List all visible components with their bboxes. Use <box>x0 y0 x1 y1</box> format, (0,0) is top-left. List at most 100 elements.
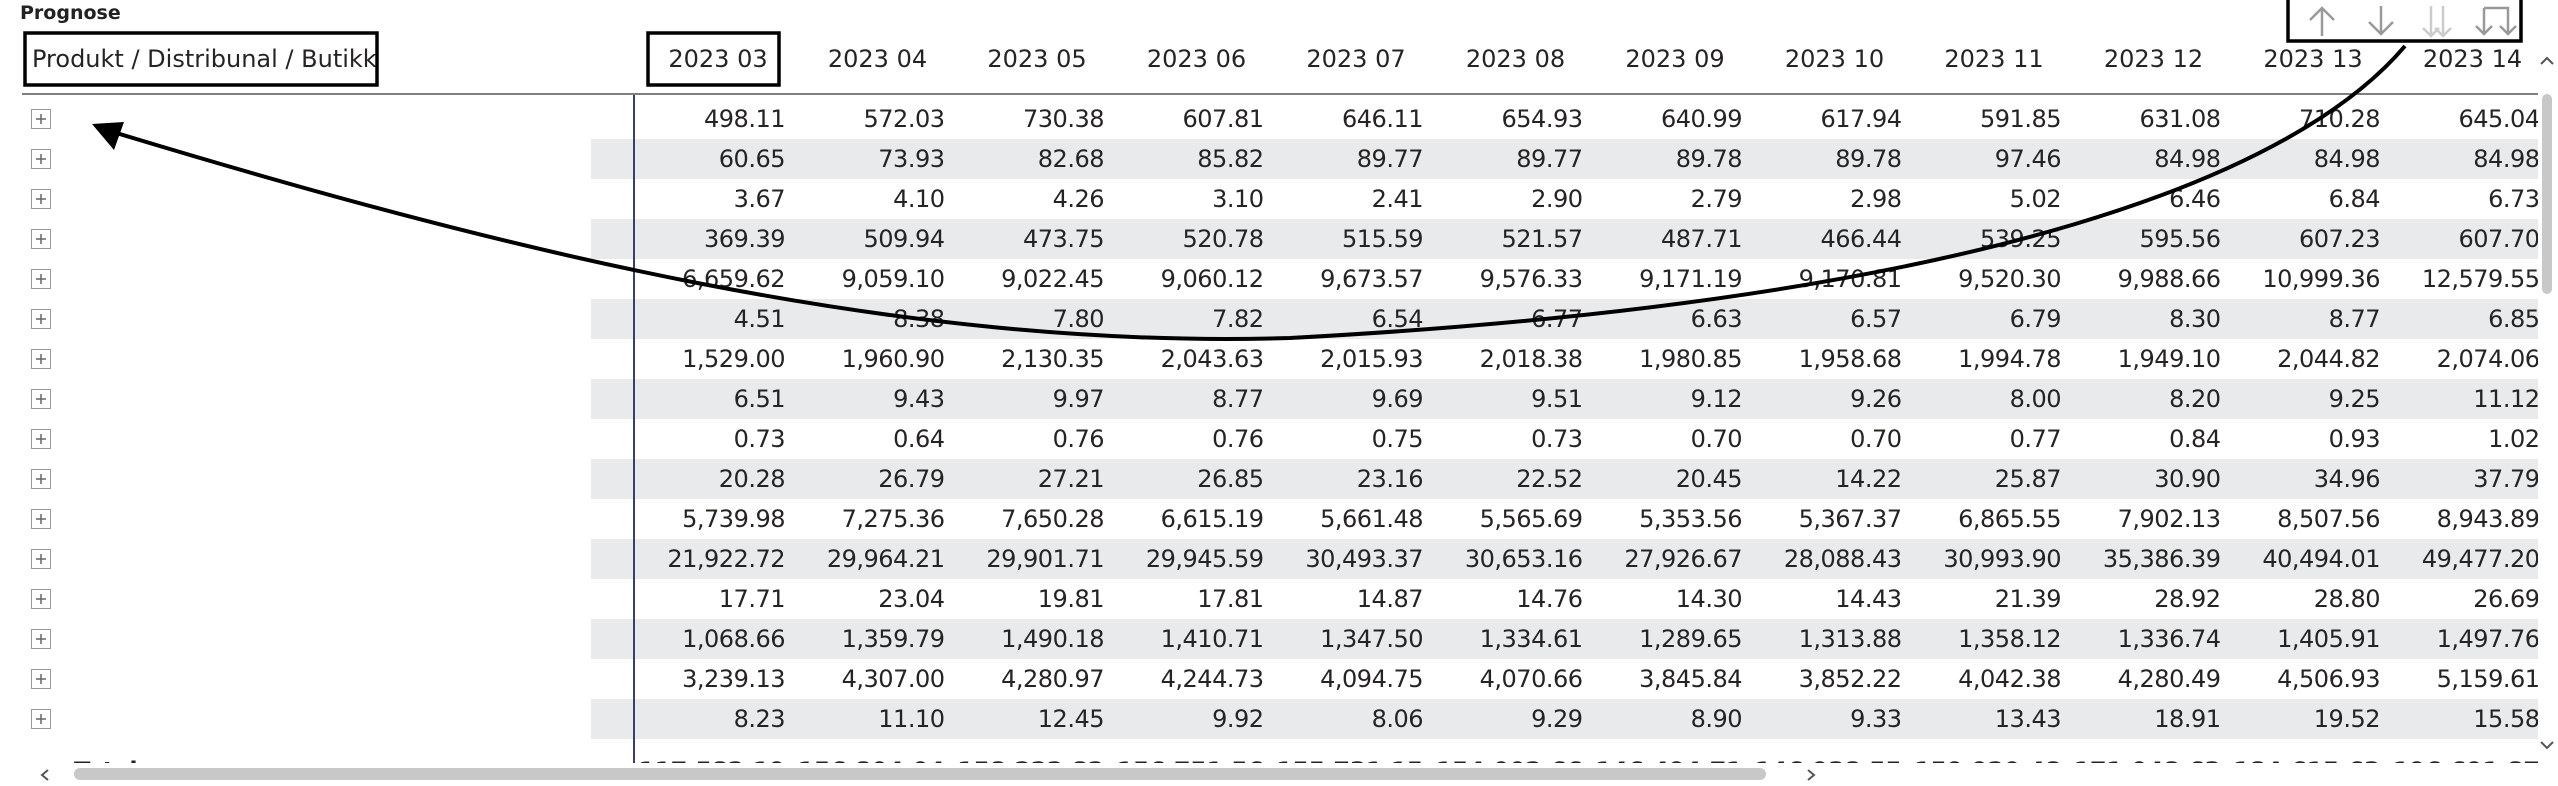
column-header[interactable]: 2023 08 <box>1465 45 1566 73</box>
expand-button[interactable] <box>31 309 51 329</box>
cell: 5,739.98 <box>682 505 785 533</box>
cell: 9,673.57 <box>1320 265 1423 293</box>
cell: 0.77 <box>2009 425 2062 453</box>
expand-button[interactable] <box>31 509 51 529</box>
cell: 89.78 <box>1835 145 1902 173</box>
cell: 14.43 <box>1835 585 1902 613</box>
cell: 617.94 <box>1820 105 1902 133</box>
cell: 1,994.78 <box>1958 345 2061 373</box>
cell: 30,993.90 <box>1943 545 2061 573</box>
column-header[interactable]: 2023 07 <box>1306 45 1406 73</box>
expand-button[interactable] <box>31 149 51 169</box>
cell: 9.92 <box>1212 705 1264 733</box>
expand-button[interactable] <box>31 229 51 249</box>
row-band <box>591 619 2538 659</box>
cell: 84.98 <box>2154 145 2221 173</box>
cell: 607.23 <box>2299 225 2380 253</box>
cell: 520.78 <box>1182 225 1264 253</box>
plus-icon <box>36 114 46 124</box>
expand-button[interactable] <box>31 109 51 129</box>
cell: 9,170.81 <box>1798 265 1902 293</box>
column-header[interactable]: 2023 13 <box>2263 45 2363 73</box>
cell: 4,042.38 <box>1958 665 2061 693</box>
row-band <box>591 539 2538 579</box>
cell: 521.57 <box>1501 225 1583 253</box>
cell: 9.29 <box>1531 705 1583 733</box>
cell: 5,353.56 <box>1639 505 1742 533</box>
cell: 1,529.00 <box>682 345 785 373</box>
column-header[interactable]: 2023 04 <box>827 45 928 73</box>
scroll-up <box>2540 56 2554 65</box>
cell: 28.80 <box>2313 585 2381 613</box>
cell: 4,506.93 <box>2277 665 2380 693</box>
cell: 6.54 <box>1371 305 1424 333</box>
expand-button[interactable] <box>31 389 51 409</box>
cell: 17.71 <box>718 585 786 613</box>
cell: 19.52 <box>2313 705 2381 733</box>
column-header[interactable]: 2023 09 <box>1625 45 1725 73</box>
cell: 19.81 <box>1037 585 1105 613</box>
cell: 6.85 <box>2488 305 2538 333</box>
cell: 2,074.06 <box>2436 345 2538 373</box>
cell: 1,068.66 <box>682 625 785 653</box>
plus-icon <box>36 554 46 564</box>
cell: 28,088.43 <box>1783 545 1902 573</box>
column-header[interactable]: 2023 06 <box>1146 45 1247 73</box>
expand-button[interactable] <box>31 349 51 369</box>
plus-icon <box>36 594 46 604</box>
total-cell: 159,920.48 <box>1914 757 2061 785</box>
cell: 591.85 <box>1980 105 2061 133</box>
expand-button[interactable] <box>31 669 51 689</box>
cell: 730.38 <box>1023 105 1104 133</box>
expand-button[interactable] <box>31 549 51 569</box>
cell: 60.65 <box>718 145 786 173</box>
expand-button[interactable] <box>31 269 51 289</box>
cell: 4,070.66 <box>1479 665 1583 693</box>
cell: 23.16 <box>1356 465 1424 493</box>
cell: 4,307.00 <box>841 665 945 693</box>
cell: 84.98 <box>2313 145 2381 173</box>
total-cell: 156,804.04 <box>797 757 945 785</box>
row-header[interactable]: Produkt / Distribunal / Butikk <box>32 45 377 73</box>
plus-icon <box>36 394 46 404</box>
expand-button[interactable] <box>31 189 51 209</box>
cell: 1,960.90 <box>841 345 945 373</box>
cell: 9,520.30 <box>1958 265 2061 293</box>
plus-icon <box>36 514 46 524</box>
expand-button[interactable] <box>31 629 51 649</box>
cell: 37.79 <box>2473 465 2538 493</box>
column-header[interactable]: 2023 14 <box>2422 45 2523 73</box>
cell: 1,497.76 <box>2436 625 2538 653</box>
expand-button[interactable] <box>31 709 51 729</box>
cell: 9.12 <box>1690 385 1743 413</box>
cell: 7.82 <box>1212 305 1264 333</box>
cell: 2,018.38 <box>1479 345 1583 373</box>
expand-button[interactable] <box>31 469 51 489</box>
cell: 9,060.12 <box>1160 265 1264 293</box>
column-header[interactable]: 2023 11 <box>1944 45 2044 73</box>
cell: 6,659.62 <box>682 265 785 293</box>
cell: 607.70 <box>2458 225 2538 253</box>
cell: 9,988.66 <box>2117 265 2221 293</box>
cell: 8.00 <box>2009 385 2062 413</box>
cell: 9.26 <box>1850 385 1902 413</box>
cell: 0.75 <box>1371 425 1424 453</box>
column-header[interactable]: 2023 12 <box>2103 45 2204 73</box>
plus-icon <box>36 314 46 324</box>
expand-button[interactable] <box>31 589 51 609</box>
cell: 20.45 <box>1675 465 1743 493</box>
cell: 4,280.97 <box>1001 665 1104 693</box>
plus-icon <box>36 434 46 444</box>
expand-button[interactable] <box>31 429 51 449</box>
cell: 9.51 <box>1531 385 1583 413</box>
column-header[interactable]: 2023 10 <box>1784 45 1885 73</box>
cell: 539.25 <box>1980 225 2061 253</box>
cell: 27.21 <box>1037 465 1105 493</box>
column-header[interactable]: 2023 05 <box>987 45 1087 73</box>
total-cell: 146,494.71 <box>1595 757 1742 785</box>
column-header[interactable]: 2023 03 <box>668 45 768 73</box>
total-cell: 155,731.15 <box>1276 757 1423 785</box>
total-cell: 158,222.82 <box>957 757 1104 785</box>
row-band <box>591 459 2538 499</box>
plus-icon <box>36 714 46 724</box>
